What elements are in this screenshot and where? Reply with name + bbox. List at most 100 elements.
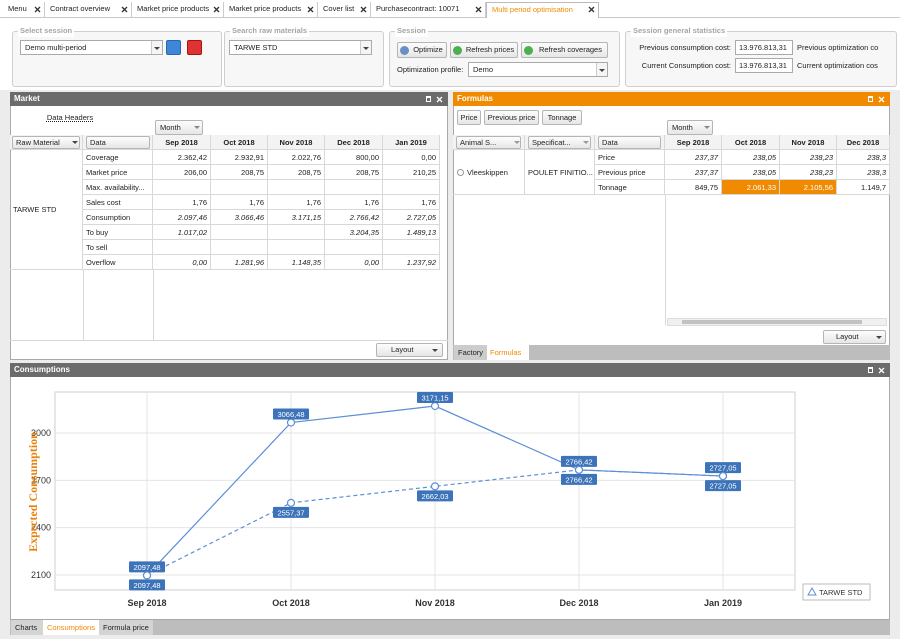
group-box — [389, 31, 620, 87]
close-glyph — [34, 6, 41, 13]
tab[interactable]: Multi period optimisation — [486, 2, 599, 18]
value-label-box — [561, 455, 597, 467]
tab[interactable]: Cover list — [318, 2, 371, 18]
combo-box[interactable]: Demo multi-period — [20, 40, 163, 55]
close-glyph — [878, 96, 885, 103]
bottom-tab[interactable]: Formulas — [487, 345, 529, 360]
cell: 1.148,35 — [268, 255, 325, 270]
cell: 0,00 — [325, 255, 383, 270]
month-header: Sep 2018 — [153, 135, 211, 150]
button[interactable]: Refresh prices — [450, 42, 518, 58]
tab[interactable]: Purchasecontract: 10071 — [371, 2, 486, 18]
cell: 2.105,56 — [780, 180, 837, 195]
close-icon[interactable] — [436, 96, 443, 103]
cell: 1,76 — [325, 195, 383, 210]
button[interactable]: Raw Material — [12, 136, 80, 149]
tab[interactable]: Contract overview — [45, 2, 132, 18]
point-marker — [718, 471, 728, 481]
cell: 237,37 — [665, 165, 722, 180]
point-marker — [142, 571, 152, 580]
close-icon[interactable] — [878, 367, 885, 374]
y-tick-label: 2400 — [31, 523, 51, 533]
save-icon-button[interactable] — [166, 40, 181, 55]
group-title: Session general statistics — [631, 25, 728, 37]
cell — [325, 180, 383, 195]
cell: 2.727,05 — [383, 210, 440, 225]
combo-box[interactable]: TARWE STD — [229, 40, 372, 55]
cell — [211, 225, 268, 240]
cell: 2.932,91 — [211, 150, 268, 165]
tab[interactable]: Market price products — [224, 2, 318, 18]
cell: 238,23 — [780, 150, 837, 165]
cell — [325, 240, 383, 255]
bottom-tab[interactable]: Charts — [11, 620, 43, 635]
stat-label: Previous consumption cost: — [639, 43, 731, 52]
combo-box[interactable]: Demo — [468, 62, 608, 77]
cell: 1.281,96 — [211, 255, 268, 270]
close-icon[interactable] — [475, 6, 482, 13]
button[interactable]: Optimize — [397, 42, 447, 58]
y-tick-label: 2100 — [31, 570, 51, 580]
close-icon[interactable] — [307, 6, 314, 13]
dropdown-arrow — [363, 46, 369, 50]
tab[interactable]: Market price products — [132, 2, 224, 18]
value-label: 2727,05 — [709, 464, 736, 473]
close-icon[interactable] — [588, 6, 595, 13]
cell: 208,75 — [268, 165, 325, 180]
close-icon[interactable] — [121, 6, 128, 13]
series-line — [146, 469, 724, 576]
point-marker — [286, 418, 296, 427]
month-header: Nov 2018 — [268, 135, 325, 150]
row-label: Coverage — [83, 150, 153, 165]
button[interactable]: Layout — [823, 330, 886, 344]
button[interactable]: Refresh coverages — [521, 42, 608, 58]
button[interactable]: Data — [598, 136, 661, 149]
button-icon — [524, 46, 533, 55]
x-tick-label: Sep 2018 — [127, 598, 166, 608]
cell — [153, 180, 211, 195]
row-label: Previous price — [595, 165, 665, 180]
close-icon[interactable] — [34, 6, 41, 13]
close-icon[interactable] — [878, 96, 885, 103]
button[interactable]: Price — [457, 110, 481, 125]
tab[interactable]: Menu — [3, 2, 45, 18]
point-marker — [286, 498, 296, 507]
button[interactable]: Data — [86, 136, 150, 149]
month-header: Nov 2018 — [780, 135, 837, 150]
month-header: Oct 2018 — [722, 135, 780, 150]
button[interactable]: Specificat... — [528, 136, 591, 149]
cell: 2.022,76 — [268, 150, 325, 165]
cell: 238,23 — [780, 165, 837, 180]
close-glyph — [878, 367, 885, 374]
button[interactable]: Layout — [376, 343, 443, 357]
button[interactable]: Month — [155, 120, 203, 135]
cell — [268, 240, 325, 255]
stat-value: 13.976.813,31 — [735, 58, 793, 73]
bottom-tab[interactable]: Consumptions — [43, 620, 99, 635]
dropdown-arrow — [154, 46, 160, 50]
bottom-tab[interactable]: Factory — [454, 345, 487, 360]
cell: 238,05 — [722, 165, 780, 180]
close-glyph — [588, 6, 595, 13]
cell — [153, 240, 211, 255]
cell: 1.017,02 — [153, 225, 211, 240]
bottom-tab[interactable]: Formula price — [99, 620, 153, 635]
button[interactable]: Tonnage — [542, 110, 582, 125]
button[interactable]: Animal S... — [456, 136, 521, 149]
row-label: To buy — [83, 225, 153, 240]
divider — [665, 195, 666, 325]
row-label: Sales cost — [83, 195, 153, 210]
cell: 849,75 — [665, 180, 722, 195]
delete-icon-button[interactable] — [187, 40, 202, 55]
stat-value: 13.976.813,31 — [735, 40, 793, 55]
scroll-thumb[interactable] — [682, 320, 862, 324]
cell: 3.066,46 — [211, 210, 268, 225]
button[interactable]: Previous price — [484, 110, 539, 125]
close-icon[interactable] — [360, 6, 367, 13]
button[interactable]: Month — [667, 120, 713, 135]
cell: 237,37 — [665, 150, 722, 165]
point-marker — [430, 482, 440, 491]
pin-icon — [426, 96, 431, 102]
value-label-box — [417, 490, 453, 502]
close-icon[interactable] — [213, 6, 220, 13]
